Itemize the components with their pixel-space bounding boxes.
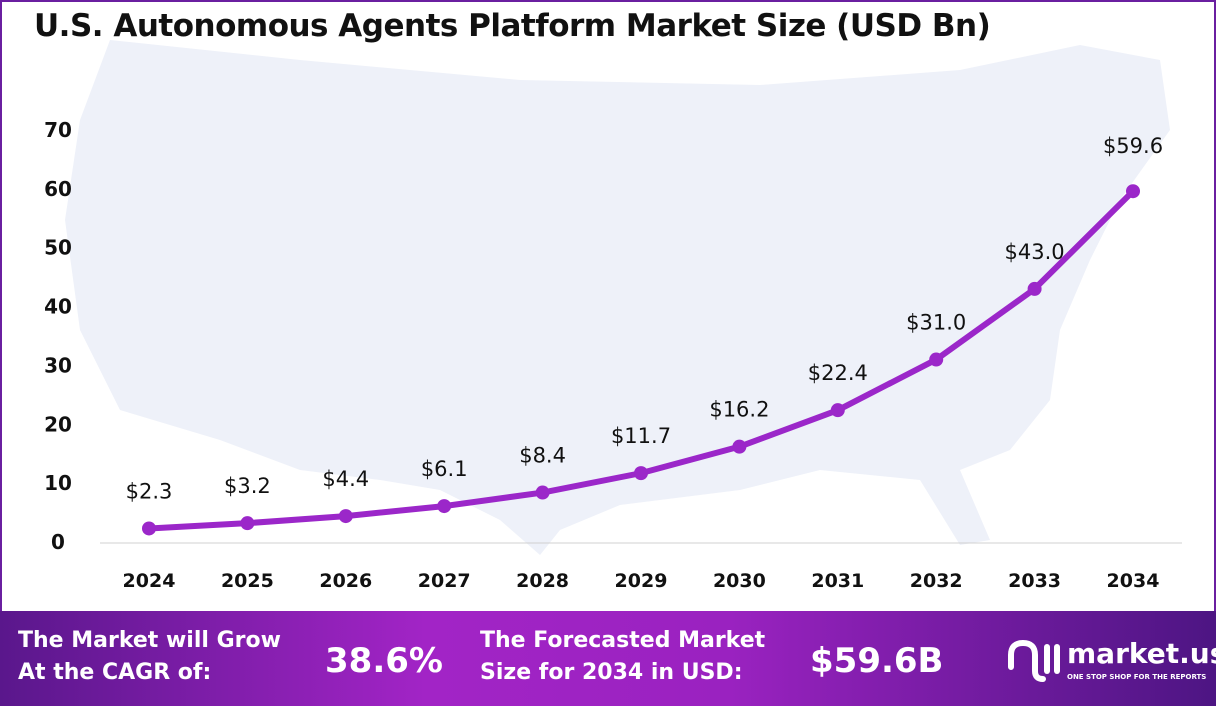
y-tick-label: 0 — [51, 530, 65, 554]
x-tick-label: 2026 — [319, 570, 372, 592]
x-tick-label: 2027 — [418, 570, 471, 592]
data-label: $16.2 — [709, 398, 769, 422]
data-point — [535, 485, 550, 500]
data-label: $22.4 — [808, 361, 868, 385]
data-label: $2.3 — [126, 479, 173, 503]
cagr-label-line2: At the CAGR of: — [18, 660, 212, 685]
y-tick-label: 10 — [44, 471, 72, 495]
x-tick-label: 2030 — [713, 570, 766, 592]
data-label: $3.2 — [224, 474, 271, 498]
forecast-value: $59.6B — [810, 641, 944, 681]
data-point — [437, 499, 452, 514]
data-point — [1027, 281, 1042, 296]
data-point — [1126, 184, 1140, 199]
data-label: $31.0 — [906, 311, 966, 335]
y-tick-label: 60 — [44, 177, 72, 201]
cagr-value: 38.6% — [325, 641, 443, 681]
x-tick-label: 2029 — [615, 570, 668, 592]
y-tick-label: 50 — [44, 236, 72, 260]
x-tick-label: 2033 — [1008, 570, 1061, 592]
data-label: $4.4 — [322, 467, 369, 491]
x-tick-label: 2032 — [910, 570, 963, 592]
chart-title: U.S. Autonomous Agents Platform Market S… — [34, 8, 991, 44]
data-point — [240, 516, 255, 531]
footer-banner: The Market will Grow At the CAGR of: 38.… — [0, 611, 1216, 706]
y-tick-label: 30 — [44, 353, 72, 377]
logo-tagline: ONE STOP SHOP FOR THE REPORTS — [1067, 673, 1207, 681]
data-point — [929, 352, 944, 367]
data-label: $8.4 — [519, 444, 566, 468]
cagr-label-line1: The Market will Grow — [18, 628, 281, 653]
logo-name: market.us — [1067, 637, 1216, 670]
forecast-label-line2: Size for 2034 in USD: — [480, 660, 743, 685]
logo-icon — [1008, 639, 1060, 682]
data-label: $43.0 — [1005, 240, 1065, 264]
y-tick-label: 20 — [44, 412, 72, 436]
x-tick-label: 2034 — [1107, 570, 1160, 592]
forecast-label: The Forecasted Market Size for 2034 in U… — [480, 625, 765, 689]
x-tick-label: 2025 — [221, 570, 274, 592]
data-point — [338, 509, 353, 524]
x-tick-label: 2028 — [516, 570, 569, 592]
data-label: $59.6 — [1103, 134, 1163, 158]
data-label: $11.7 — [611, 424, 671, 448]
data-label: $6.1 — [421, 457, 468, 481]
market-us-logo[interactable]: market.us ONE STOP SHOP FOR THE REPORTS — [1005, 637, 1216, 687]
us-map-background — [65, 40, 1170, 555]
cagr-label: The Market will Grow At the CAGR of: — [18, 625, 281, 689]
data-point — [634, 466, 648, 481]
data-point — [142, 521, 156, 536]
forecast-label-line1: The Forecasted Market — [480, 628, 766, 653]
y-tick-label: 40 — [44, 295, 72, 319]
y-tick-label: 70 — [44, 118, 72, 142]
x-tick-label: 2024 — [123, 570, 176, 592]
data-point — [830, 403, 845, 418]
data-point — [732, 439, 747, 454]
x-tick-label: 2031 — [811, 570, 864, 592]
